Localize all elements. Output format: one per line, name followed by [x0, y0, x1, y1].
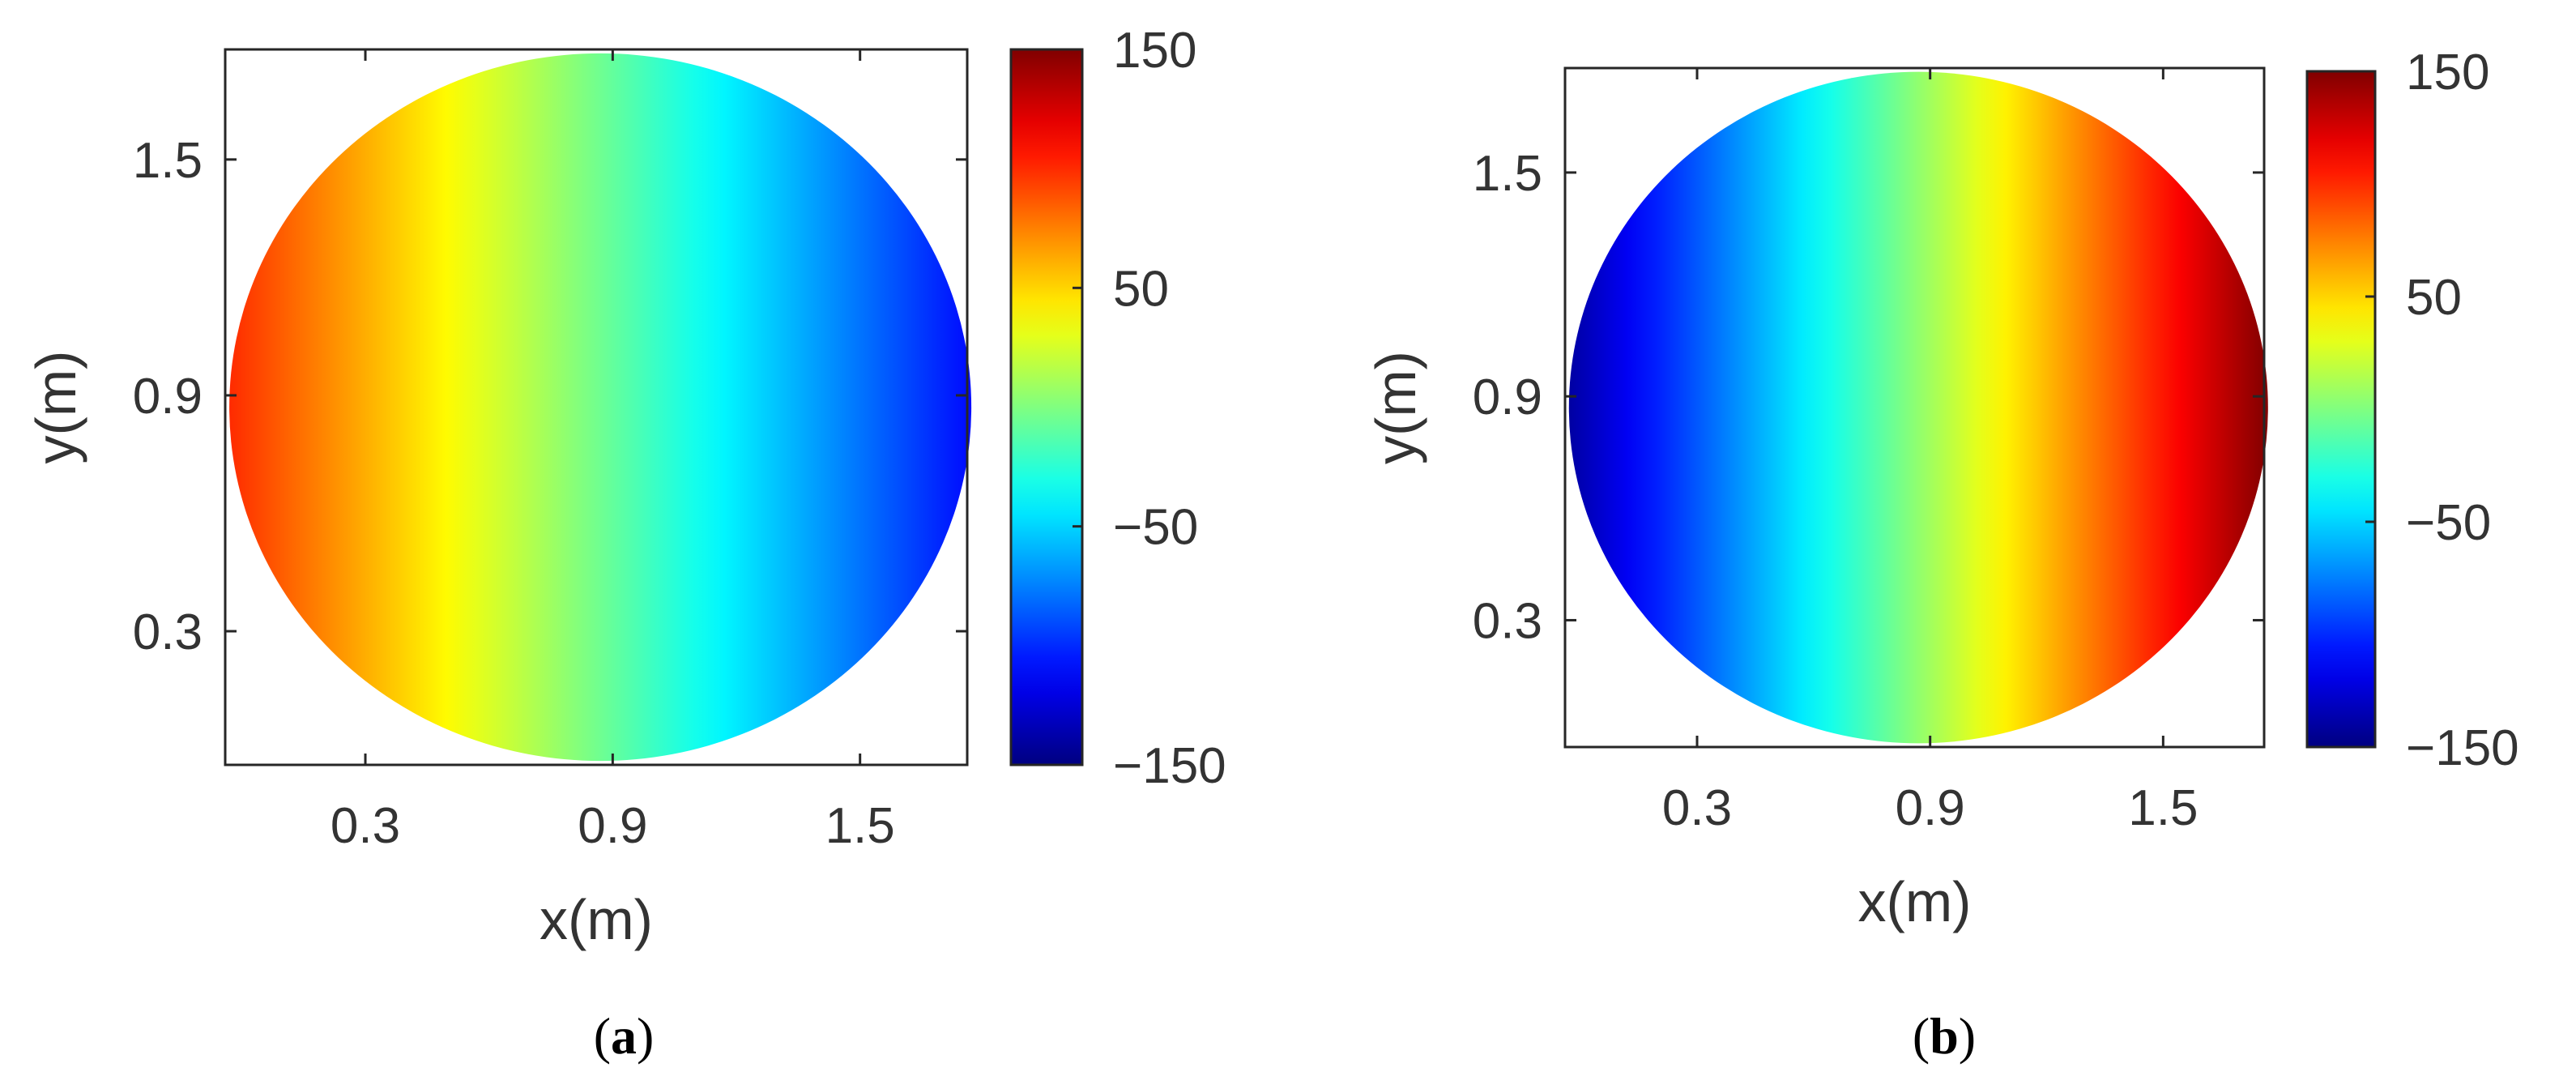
- axes-frame: [1563, 66, 2266, 749]
- x-axis-label: x(m): [540, 888, 653, 951]
- panel-caption: (b): [1913, 1007, 1976, 1065]
- phase-field-disk: [229, 53, 972, 762]
- y-tick-label: 1.5: [1473, 146, 1542, 202]
- panel-caption: (a): [594, 1007, 655, 1065]
- y-axis-label: y(m): [1364, 351, 1427, 464]
- caption-letter: b: [1930, 1007, 1959, 1065]
- y-tick-label: 1.5: [133, 133, 203, 189]
- colorbar-tick-label: −150: [2406, 720, 2519, 776]
- colorbar-tick-label: 50: [1113, 261, 1169, 317]
- y-tick-label: 0.9: [133, 369, 203, 425]
- colorbar: [1009, 48, 1084, 766]
- phase-field-disk: [1568, 71, 2268, 744]
- caption-open-paren: (: [1913, 1007, 1930, 1065]
- colorbar-tick-label: −50: [2406, 495, 2491, 551]
- caption-open-paren: (: [594, 1007, 611, 1065]
- colorbar-tick-label: −150: [1113, 738, 1226, 794]
- axes-frame: [224, 48, 969, 766]
- panel-b: 0.3 0.9 1.5 1.5 0.9 0.3 x(m) y(m) 150 50 −50 −150 (b…: [1364, 45, 2519, 1065]
- y-tick-label: 0.3: [1473, 593, 1542, 649]
- caption-close-paren: ): [1959, 1007, 1976, 1065]
- x-tick-label: 0.3: [1662, 780, 1732, 836]
- caption-close-paren: ): [637, 1007, 654, 1065]
- y-tick-label: 0.3: [133, 604, 203, 660]
- colorbar-tick-label: 50: [2406, 270, 2462, 326]
- y-axis-label: y(m): [24, 351, 87, 464]
- colorbar-tick-label: −50: [1113, 500, 1198, 556]
- x-tick-label: 1.5: [825, 798, 895, 854]
- colorbar-tick-label: 150: [1113, 23, 1196, 79]
- x-tick-label: 0.9: [578, 798, 647, 854]
- x-tick-label: 0.9: [1896, 780, 1965, 836]
- x-tick-label: 0.3: [331, 798, 400, 854]
- x-axis-label: x(m): [1858, 870, 1972, 933]
- x-tick-label: 1.5: [2128, 780, 2198, 836]
- colorbar: [2305, 70, 2377, 749]
- colorbar-tick-label: 150: [2406, 45, 2489, 100]
- caption-letter: a: [611, 1007, 637, 1065]
- panel-a: 0.3 0.9 1.5 1.5 0.9 0.3 x(m) y(m) 150 50 −50 −150 (a…: [24, 23, 1226, 1065]
- y-tick-label: 0.9: [1473, 369, 1542, 425]
